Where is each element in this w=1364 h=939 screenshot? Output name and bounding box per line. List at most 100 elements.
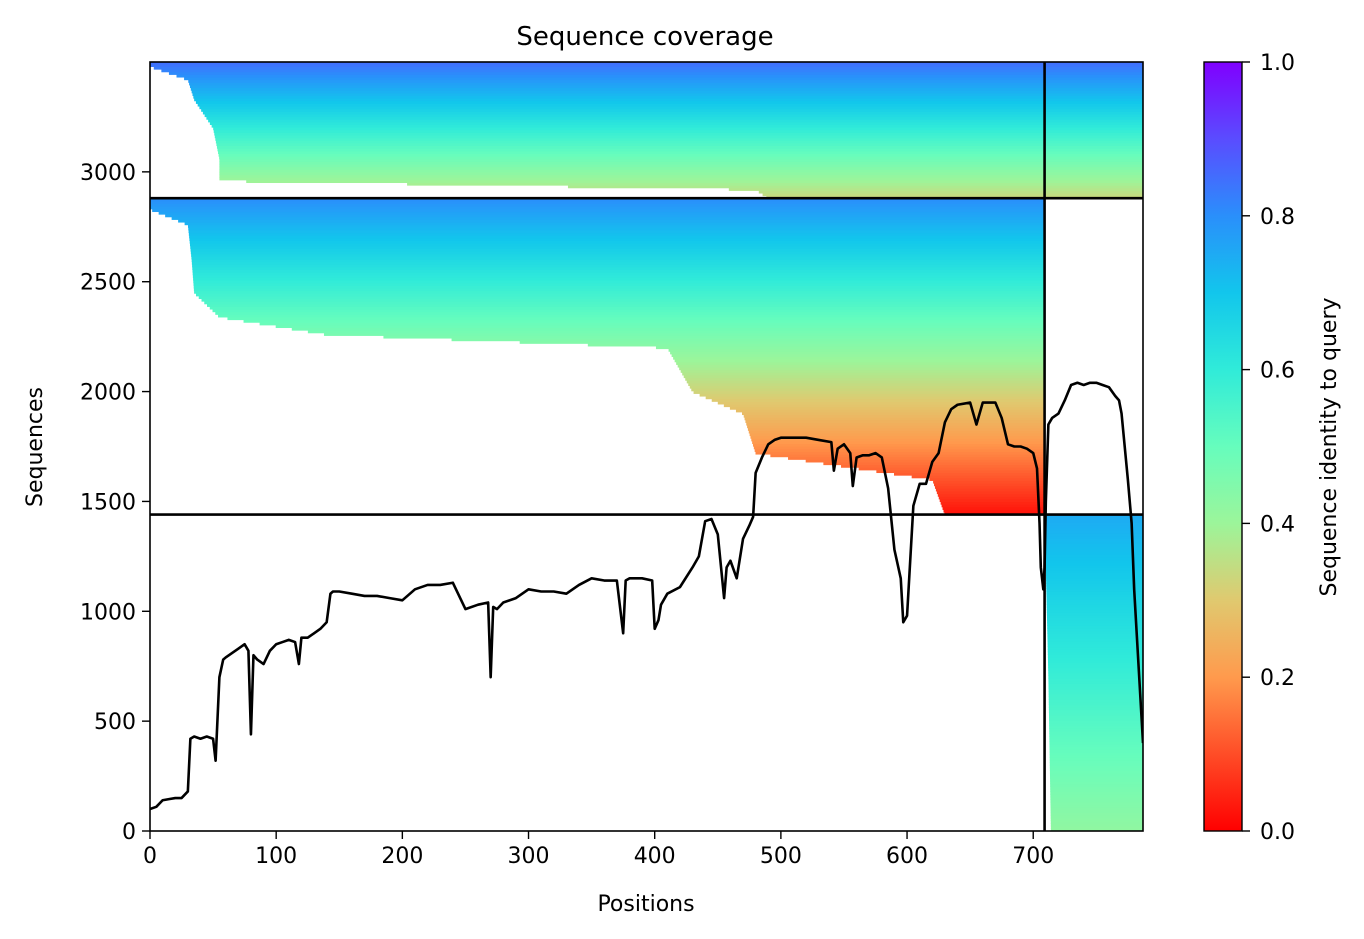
coverage-strip — [1048, 691, 1143, 695]
coverage-strip — [1049, 728, 1143, 732]
coverage-strip — [1050, 786, 1143, 790]
coverage-strip — [1049, 765, 1143, 769]
coverage-strip — [219, 174, 1143, 178]
coverage-strip — [191, 258, 1045, 263]
coverage-strip — [1048, 664, 1143, 669]
coverage-strip — [198, 295, 1045, 300]
coverage-strip — [1050, 788, 1143, 793]
coverage-strip — [158, 211, 1045, 215]
coverage-strip — [753, 446, 1045, 450]
coverage-strip — [150, 206, 1045, 210]
coverage-strip — [1046, 606, 1143, 611]
coverage-strip — [1046, 598, 1143, 603]
coverage-strip — [215, 311, 1045, 315]
coverage-strip — [1049, 773, 1143, 777]
coverage-strip — [150, 200, 1045, 205]
coverage-strip — [746, 422, 1045, 426]
coverage-strip — [668, 348, 1045, 352]
coverage-strip — [291, 327, 1045, 331]
coverage-strip — [1044, 527, 1143, 532]
coverage-strip — [193, 285, 1045, 289]
coverage-strip — [1049, 770, 1143, 774]
coverage-strip — [1050, 775, 1143, 779]
coverage-strip — [1049, 751, 1143, 756]
coverage-strip — [1047, 649, 1143, 653]
coverage-heatmap — [150, 62, 1143, 831]
coverage-strip — [1049, 730, 1143, 735]
coverage-strip — [188, 79, 1143, 83]
coverage-strip — [189, 243, 1045, 247]
coverage-strip — [1050, 815, 1143, 819]
coverage-strip — [206, 116, 1143, 120]
coverage-strip — [929, 477, 1045, 481]
x-axis-label: Positions — [597, 892, 694, 917]
coverage-strip — [936, 490, 1045, 495]
coverage-strip — [150, 203, 1045, 207]
x-tick-label: 700 — [1012, 844, 1054, 869]
coverage-strip — [191, 90, 1143, 94]
coverage-strip — [1044, 519, 1143, 524]
coverage-strip — [1046, 585, 1143, 590]
coverage-strip — [1045, 540, 1143, 545]
coverage-strip — [670, 351, 1045, 355]
y-axis-label: Sequences — [23, 387, 48, 507]
coverage-strip — [196, 293, 1045, 297]
coverage-strip — [934, 482, 1045, 487]
colorbar-tick-label: 0.0 — [1260, 820, 1295, 845]
coverage-strip — [150, 63, 1143, 67]
coverage-strip — [216, 142, 1143, 147]
coverage-strip — [699, 393, 1045, 397]
coverage-strip — [190, 87, 1143, 91]
coverage-strip — [942, 506, 1045, 510]
coverage-strip — [745, 419, 1045, 423]
coverage-strip — [911, 475, 1045, 479]
coverage-strip — [208, 119, 1143, 123]
coverage-strip — [209, 121, 1143, 125]
coverage-strip — [211, 124, 1143, 128]
coverage-strip — [189, 237, 1045, 242]
coverage-strip — [219, 163, 1143, 168]
colorbar-tick-label: 0.2 — [1260, 666, 1295, 691]
colorbar-tick-label: 0.4 — [1260, 512, 1295, 537]
coverage-strip — [243, 319, 1045, 323]
coverage-strip — [1045, 564, 1143, 568]
coverage-strip — [307, 330, 1045, 334]
coverage-strip — [1050, 796, 1143, 800]
x-tick-label: 200 — [381, 844, 423, 869]
coverage-strip — [1046, 601, 1143, 605]
coverage-strip — [1050, 780, 1143, 785]
coverage-strip — [214, 132, 1143, 136]
coverage-strip — [176, 74, 1143, 78]
coverage-strip — [1048, 680, 1143, 684]
coverage-strip — [1048, 712, 1143, 716]
coverage-strip — [841, 464, 1045, 468]
coverage-strip — [689, 385, 1045, 389]
coverage-strip — [1046, 580, 1143, 584]
coverage-strip — [723, 403, 1045, 408]
coverage-strip — [1047, 643, 1143, 648]
coverage-strip — [189, 240, 1045, 244]
coverage-strip — [728, 187, 1143, 191]
coverage-strip — [742, 411, 1045, 416]
coverage-strip — [1045, 548, 1143, 553]
coverage-strip — [1050, 791, 1143, 795]
y-tick-label: 1000 — [80, 600, 136, 625]
coverage-strip — [1045, 533, 1143, 537]
coverage-strip — [1045, 538, 1143, 542]
coverage-strip — [1048, 709, 1143, 713]
coverage-strip — [1048, 688, 1143, 692]
coverage-strip — [178, 219, 1045, 223]
coverage-strip — [1046, 593, 1143, 597]
coverage-strip — [683, 374, 1045, 379]
coverage-strip — [451, 337, 1045, 342]
coverage-strip — [219, 171, 1143, 176]
coverage-block-1 — [1044, 514, 1143, 831]
coverage-strip — [1045, 535, 1143, 539]
coverage-strip — [1049, 720, 1143, 724]
coverage-strip — [204, 113, 1143, 118]
coverage-strip — [1045, 562, 1143, 566]
coverage-strip — [383, 335, 1045, 339]
coverage-strip — [150, 198, 1045, 202]
coverage-strip — [219, 177, 1143, 181]
coverage-strip — [1050, 778, 1143, 782]
